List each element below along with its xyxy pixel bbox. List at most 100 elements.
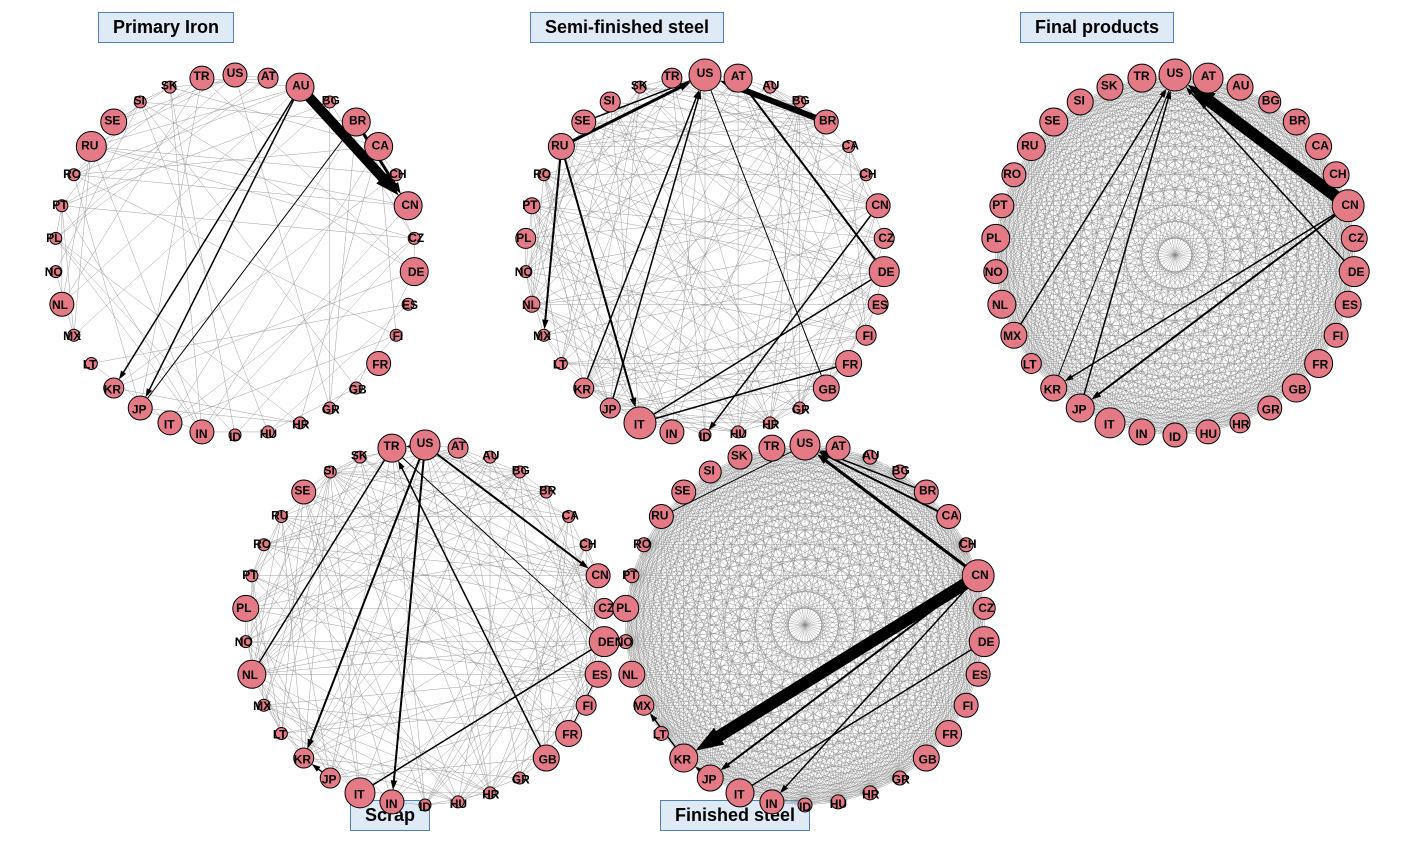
node-AU: AU	[482, 448, 499, 463]
node-LT: LT	[653, 726, 668, 741]
node-GB: GB	[913, 745, 939, 771]
node-BG: BG	[1259, 91, 1281, 113]
node-label-HR: HR	[862, 788, 880, 802]
node-label-ES: ES	[872, 298, 888, 312]
node-label-AU: AU	[292, 78, 309, 92]
node-label-GR: GR	[892, 773, 910, 787]
node-label-TR: TR	[194, 69, 210, 83]
node-PT: PT	[242, 568, 258, 582]
node-BR: BR	[814, 110, 838, 134]
node-CH: CH	[959, 537, 976, 552]
node-label-IN: IN	[766, 797, 778, 811]
node-PL: PL	[613, 595, 639, 621]
edge-US-IN	[394, 445, 425, 784]
arrowhead-RU-MX	[542, 319, 549, 329]
node-label-CA: CA	[562, 508, 580, 522]
node-label-FR: FR	[562, 728, 578, 742]
node-label-BR: BR	[1289, 114, 1307, 128]
node-RO: RO	[253, 537, 271, 551]
node-label-SK: SK	[161, 78, 178, 92]
node-TR: TR	[378, 434, 406, 462]
edge-GB-TR	[401, 466, 547, 758]
node-JP: JP	[320, 768, 340, 788]
node-label-LT: LT	[83, 358, 97, 372]
node-label-GR: GR	[1262, 403, 1280, 417]
node-label-PL: PL	[986, 231, 1001, 245]
node-PL: PL	[982, 224, 1010, 252]
node-LT: LT	[1021, 353, 1041, 373]
node-HR: HR	[482, 787, 500, 802]
node-label-TR: TR	[764, 439, 780, 453]
node-label-AT: AT	[731, 69, 747, 83]
node-SE: SE	[672, 480, 696, 504]
node-NO: NO	[515, 265, 533, 279]
node-label-TR: TR	[664, 69, 680, 83]
arrowhead-US-IN	[391, 780, 398, 790]
node-BG: BG	[792, 93, 810, 108]
node-label-SI: SI	[134, 93, 145, 107]
node-FI: FI	[856, 325, 876, 345]
node-label-BG: BG	[1262, 93, 1280, 107]
node-SI: SI	[1067, 89, 1093, 115]
node-label-FR: FR	[372, 358, 388, 372]
node-CA: CA	[937, 505, 961, 529]
node-label-RO: RO	[533, 167, 551, 181]
node-label-AU: AU	[862, 448, 879, 462]
node-IN: IN	[1129, 419, 1155, 445]
node-label-SI: SI	[1074, 93, 1085, 107]
node-RU: RU	[1017, 133, 1045, 161]
node-US: US	[223, 63, 247, 87]
node-NL: NL	[50, 292, 74, 316]
node-NO: NO	[984, 260, 1008, 284]
node-label-RO: RO	[253, 537, 271, 551]
node-label-MX: MX	[253, 699, 271, 713]
node-AU: AU	[762, 78, 779, 93]
node-KR: KR	[1041, 375, 1067, 401]
node-JP: JP	[1066, 394, 1094, 422]
node-MX: MX	[63, 329, 81, 343]
node-RU: RU	[649, 505, 673, 529]
node-AT: AT	[826, 436, 850, 460]
node-SK: SK	[728, 445, 752, 469]
node-RO: RO	[533, 167, 551, 181]
node-HU: HU	[1196, 420, 1220, 444]
node-FR: FR	[936, 720, 962, 746]
node-label-GR: GR	[512, 773, 530, 787]
arrowhead-GB-TR	[398, 461, 405, 470]
node-RO: RO	[1002, 163, 1026, 187]
node-label-NL: NL	[242, 668, 258, 682]
node-label-CZ: CZ	[1348, 231, 1364, 245]
node-label-LT: LT	[273, 728, 287, 742]
node-label-RO: RO	[633, 537, 651, 551]
node-label-BG: BG	[322, 93, 340, 107]
node-label-NO: NO	[985, 265, 1003, 279]
node-BR: BR	[1283, 109, 1309, 135]
node-label-BR: BR	[539, 484, 557, 498]
node-GB: GB	[349, 382, 367, 396]
node-RU: RU	[548, 134, 574, 160]
node-label-MX: MX	[633, 699, 651, 713]
node-label-RU: RU	[651, 508, 668, 522]
node-IN: IN	[380, 790, 404, 814]
node-label-US: US	[697, 66, 714, 80]
node-KR: KR	[104, 378, 124, 398]
node-label-CH: CH	[389, 167, 406, 181]
node-label-CN: CN	[401, 198, 418, 212]
node-ID: ID	[798, 798, 812, 814]
node-CN: CN	[394, 192, 422, 220]
node-label-PT: PT	[622, 568, 638, 582]
node-LT: LT	[83, 357, 97, 371]
node-label-NO: NO	[235, 635, 253, 649]
node-CZ: CZ	[1341, 225, 1367, 251]
node-label-NL: NL	[522, 298, 538, 312]
node-label-SK: SK	[351, 448, 368, 462]
node-label-HR: HR	[1232, 418, 1250, 432]
node-label-PT: PT	[52, 198, 68, 212]
node-label-HU: HU	[450, 797, 467, 811]
node-label-AT: AT	[1201, 69, 1217, 83]
node-SE: SE	[292, 480, 316, 504]
node-label-DE: DE	[1348, 265, 1365, 279]
node-SK: SK	[351, 448, 368, 463]
node-BG: BG	[512, 463, 530, 478]
node-label-JP: JP	[322, 773, 337, 787]
